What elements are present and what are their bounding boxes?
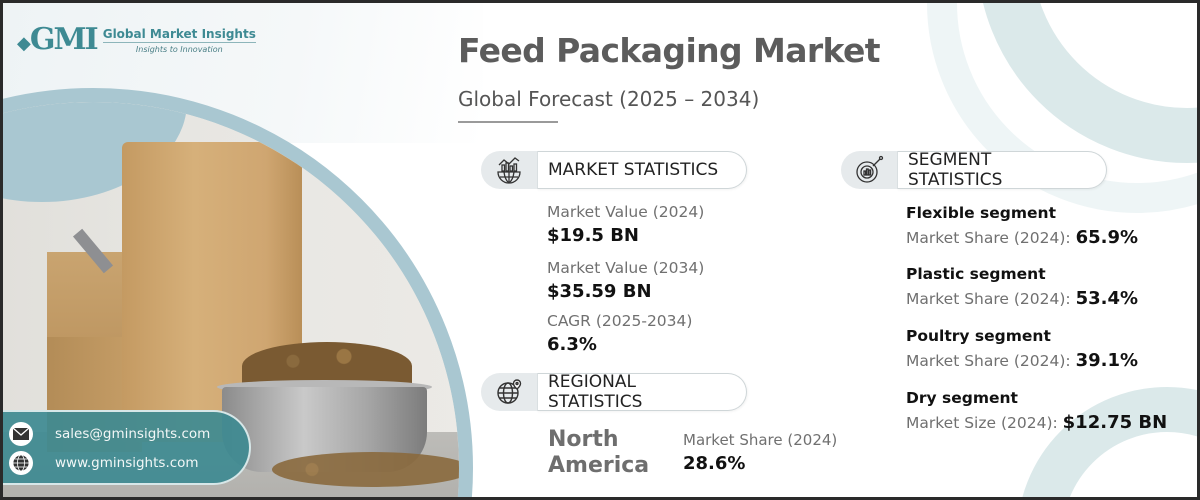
email-text[interactable]: sales@gminsights.com xyxy=(55,426,211,442)
chart-globe-icon xyxy=(481,151,537,189)
regional-statistics-title: REGIONAL STATISTICS xyxy=(537,372,747,412)
segment-statistics-header: SEGMENT STATISTICS xyxy=(841,150,1107,190)
cagr-label: CAGR (2025-2034) xyxy=(547,312,693,330)
decorative-arc-bottom-right xyxy=(1017,387,1197,497)
region-name: North America xyxy=(548,427,649,479)
logo-tagline: Insights to Innovation xyxy=(135,44,223,54)
segment-name-poultry: Poultry segment xyxy=(906,327,1051,345)
market-value-2034-label: Market Value (2034) xyxy=(547,259,705,277)
website-link[interactable]: www.gminsights.com xyxy=(9,451,199,475)
spilled-kibble xyxy=(272,452,459,487)
infographic-canvas: ◆GMI Global Market Insights Insights to … xyxy=(3,3,1197,497)
market-statistics-title: MARKET STATISTICS xyxy=(537,151,747,189)
logo-mark: ◆GMI xyxy=(17,22,99,57)
region-share-label: Market Share (2024) xyxy=(683,431,838,449)
region-name-line2: America xyxy=(548,453,650,478)
segment-statistics-title: SEGMENT STATISTICS xyxy=(897,150,1107,190)
segment-name-plastic: Plastic segment xyxy=(906,265,1046,283)
market-value-2024-label: Market Value (2024) xyxy=(547,203,705,221)
regional-statistics-header: REGIONAL STATISTICS xyxy=(481,372,747,412)
segment-line-poultry: Market Share (2024): 39.1% xyxy=(906,350,1139,371)
region-share-value: 28.6% xyxy=(683,453,746,474)
contact-panel: sales@gminsights.com www.gminsights.com xyxy=(3,410,251,485)
market-value-2024: $19.5 BN xyxy=(547,225,639,246)
market-statistics-header: MARKET STATISTICS xyxy=(481,150,747,190)
region-name-line1: North xyxy=(548,427,619,452)
title-divider xyxy=(458,121,558,123)
cagr-value: 6.3% xyxy=(547,334,597,355)
email-link[interactable]: sales@gminsights.com xyxy=(9,422,210,446)
target-chart-icon xyxy=(841,151,897,189)
market-value-2034: $35.59 BN xyxy=(547,281,652,302)
segment-name-dry: Dry segment xyxy=(906,389,1018,407)
website-text[interactable]: www.gminsights.com xyxy=(55,455,199,471)
gmi-logo[interactable]: ◆GMI Global Market Insights Insights to … xyxy=(17,25,256,55)
segment-name-flexible: Flexible segment xyxy=(906,204,1056,222)
globe-icon xyxy=(9,451,33,475)
segment-line-dry: Market Size (2024): $12.75 BN xyxy=(906,412,1168,433)
envelope-icon xyxy=(9,422,33,446)
page-title: Feed Packaging Market xyxy=(458,31,881,70)
segment-line-plastic: Market Share (2024): 53.4% xyxy=(906,288,1139,309)
page-subtitle: Global Forecast (2025 – 2034) xyxy=(458,87,760,111)
segment-line-flexible: Market Share (2024): 65.9% xyxy=(906,227,1139,248)
globe-pin-icon xyxy=(481,373,537,411)
logo-name: Global Market Insights xyxy=(102,26,256,43)
